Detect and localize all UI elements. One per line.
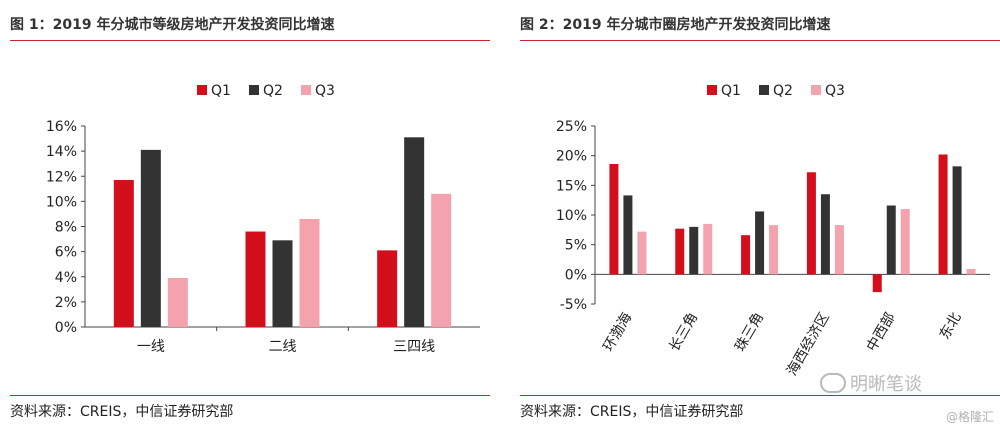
figure-2-chart: Q1 Q2 Q3 -5% 0% 5% 10% 15% 20% 25% 环渤海 长三角 珠三角 海西经济区中… xyxy=(556,83,990,379)
legend-label-q2: Q2 xyxy=(263,83,283,99)
bar-q2 xyxy=(140,149,161,327)
category-label: 珠三角 xyxy=(732,310,767,354)
y-tick-label: 16% xyxy=(46,119,77,135)
y-tick-label: 5% xyxy=(565,238,587,254)
bar-q3 xyxy=(703,223,713,275)
bar-q2 xyxy=(404,137,425,327)
y-tick-label: 0% xyxy=(55,320,77,336)
bar-q1 xyxy=(741,235,751,275)
y-tick-label: 20% xyxy=(556,149,587,165)
legend-swatch-q1 xyxy=(707,85,717,95)
legend-swatch-q2 xyxy=(249,85,259,95)
bar-q3 xyxy=(299,218,320,327)
category-label: 海西经济区 xyxy=(784,310,833,379)
figure-2-panel: 图 2：2019 年分城市圈房地产开发投资同比增速 Q1 Q2 Q3 -5% 0% 5% 1… xyxy=(520,0,1000,431)
bar-q3 xyxy=(966,268,976,275)
category-label: 一线 xyxy=(137,339,165,355)
y-tick-label: 15% xyxy=(556,178,587,194)
figure-1-top-rule xyxy=(10,40,490,41)
wechat-icon xyxy=(820,373,846,393)
y-tick-label: 4% xyxy=(55,270,77,286)
legend-label-q1: Q1 xyxy=(211,83,231,99)
legend-label-q1: Q1 xyxy=(721,83,741,99)
category-label: 长三角 xyxy=(666,310,701,354)
bar-q3 xyxy=(637,231,647,275)
figure-2-bottom-rule xyxy=(520,395,1000,396)
figure-1-bottom-rule xyxy=(10,395,490,396)
category-label: 中西部 xyxy=(864,310,899,354)
bar-q1 xyxy=(806,172,816,275)
y-tick-label: 14% xyxy=(46,144,77,160)
y-tick-label: 6% xyxy=(55,245,77,261)
watermark-text: 明晰笔谈 xyxy=(850,374,922,395)
bar-q1 xyxy=(675,228,685,275)
figure-1-chart: Q1 Q2 Q3 0% 2% 4% 6% 8% 10% 12% 14% 16% 一线 二线 三四线 xyxy=(46,83,480,355)
category-label: 三四线 xyxy=(393,339,435,355)
bar-q1 xyxy=(609,163,619,275)
y-tick-label: -5% xyxy=(560,297,587,313)
bar-q1 xyxy=(377,250,398,327)
y-tick-label: 12% xyxy=(46,169,77,185)
bar-q2 xyxy=(886,205,896,275)
legend-label-q3: Q3 xyxy=(315,83,335,99)
y-tick-label: 10% xyxy=(46,194,77,210)
bar-q2 xyxy=(689,226,699,275)
category-label: 环渤海 xyxy=(601,310,636,354)
figure-2-title: 图 2：2019 年分城市圈房地产开发投资同比增速 xyxy=(520,17,831,33)
bar-q2 xyxy=(623,195,633,275)
bar-q1 xyxy=(245,231,266,327)
figure-2-top-rule xyxy=(520,40,1000,41)
figure-1-source: 资料来源：CREIS，中信证券研究部 xyxy=(10,404,234,420)
legend-swatch-q3 xyxy=(301,85,311,95)
bar-q2 xyxy=(952,166,962,275)
bar-q3 xyxy=(167,278,188,327)
watermark-subtext: @格隆汇 xyxy=(946,410,995,424)
y-tick-label: 0% xyxy=(565,267,587,283)
bar-q3 xyxy=(834,225,844,275)
legend-swatch-q3 xyxy=(811,85,821,95)
bar-q3 xyxy=(900,209,910,275)
watermark: 明晰笔谈 xyxy=(820,370,922,396)
y-tick-label: 10% xyxy=(556,208,587,224)
bar-q1 xyxy=(113,180,134,327)
y-tick-label: 25% xyxy=(556,119,587,135)
bar-q2 xyxy=(820,194,830,275)
figure-1-panel: 图 1：2019 年分城市等级房地产开发投资同比增速 Q1 Q2 Q3 0% 2% 4% 6… xyxy=(10,0,490,431)
bar-q3 xyxy=(431,193,452,327)
legend-label-q2: Q2 xyxy=(773,83,793,99)
bar-q2 xyxy=(755,211,765,275)
y-tick-label: 8% xyxy=(55,220,77,236)
bar-q2 xyxy=(272,240,293,327)
y-tick-label: 2% xyxy=(55,295,77,311)
bar-q1 xyxy=(938,154,948,275)
legend-label-q3: Q3 xyxy=(825,83,845,99)
legend-swatch-q2 xyxy=(759,85,769,95)
bar-q1 xyxy=(872,274,882,293)
figure-1-title: 图 1：2019 年分城市等级房地产开发投资同比增速 xyxy=(10,17,335,33)
bar-q3 xyxy=(769,225,779,275)
category-label: 二线 xyxy=(269,339,297,355)
legend-swatch-q1 xyxy=(197,85,207,95)
category-label: 东北 xyxy=(937,310,965,342)
figure-2-source: 资料来源：CREIS，中信证券研究部 xyxy=(520,404,744,420)
